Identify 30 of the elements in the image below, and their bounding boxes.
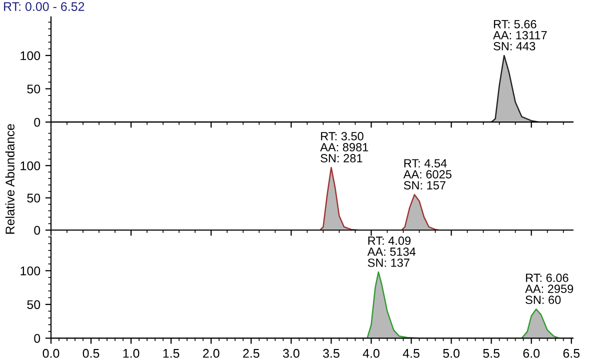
y-tick-label: 50	[27, 300, 40, 310]
x-tick-label: 0.0	[42, 348, 60, 358]
x-tick-label: 4.0	[362, 348, 380, 358]
x-tick-label: 5.0	[443, 348, 460, 358]
annotation: RT: 3.50 AA: 8981 SN: 281	[320, 132, 368, 162]
x-tick-label: 1.0	[123, 348, 140, 358]
y-tick-label: 50	[27, 194, 40, 203]
x-tick-label: 2.5	[243, 348, 260, 358]
x-tick-label: 4.5	[402, 349, 420, 358]
annotation: RT: 5.66 AA: 13117 SN: 443	[493, 20, 547, 50]
x-tick-label: 3.5	[323, 348, 340, 358]
y-tick-label: 0	[34, 334, 40, 343]
annotation: RT: 6.06 AA: 2959 SN: 60	[525, 274, 574, 304]
annotation: RT: 4.54 AA: 6025 SN: 157	[403, 159, 452, 190]
x-tick-label: 3.0	[282, 348, 300, 358]
annotation: RT: 4.09 AA: 5134 SN: 137	[367, 236, 416, 267]
y-tick-label: 100	[20, 51, 40, 60]
x-tick-label: 6.0	[523, 348, 540, 358]
x-tick-label: 5.5	[483, 349, 500, 358]
y-tick-label: 0	[34, 118, 40, 127]
chart-title: RT: 0.00 - 6.52	[4, 2, 84, 11]
x-tick-label: 0.5	[82, 348, 100, 358]
y-tick-label: 100	[20, 161, 40, 170]
x-tick-label: 1.5	[163, 349, 180, 358]
x-tick-label: 6.5	[563, 348, 580, 358]
y-tick-label: 100	[20, 266, 40, 276]
y-axis-title: Relative Abundance	[5, 124, 14, 234]
y-tick-label: 50	[27, 84, 40, 94]
x-tick-label: 2.0	[203, 348, 220, 358]
y-tick-label: 0	[34, 226, 40, 235]
